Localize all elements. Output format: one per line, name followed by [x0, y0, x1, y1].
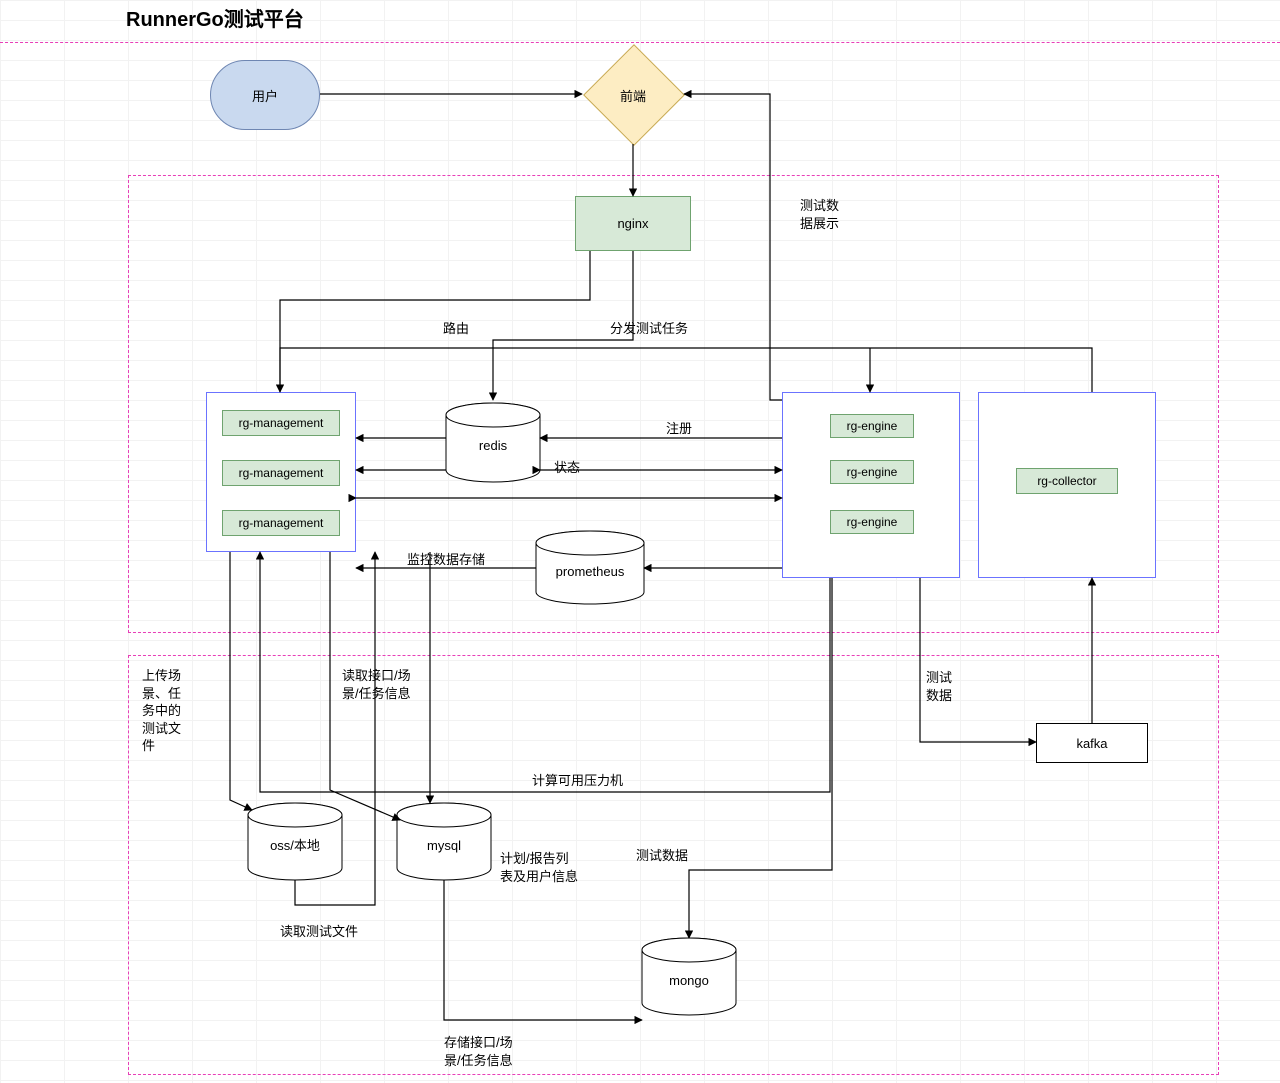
node-nginx-label: nginx [617, 216, 648, 231]
label-upload-files: 上传场 景、任 务中的 测试文 件 [142, 667, 181, 755]
node-kafka: kafka [1036, 723, 1148, 763]
label-test-data-kafka: 测试 数据 [926, 669, 952, 704]
label-dispatch: 分发测试任务 [610, 320, 688, 338]
tag-engine-3: rg-engine [830, 510, 914, 534]
tag-management-3: rg-management [222, 510, 340, 536]
label-read-file: 读取测试文件 [280, 923, 358, 941]
tag-engine-2: rg-engine [830, 460, 914, 484]
label-read-task: 读取接口/场 景/任务信息 [342, 667, 411, 702]
node-kafka-label: kafka [1076, 736, 1107, 751]
top-divider-line [0, 42, 1280, 43]
label-calc-machines: 计算可用压力机 [532, 772, 623, 790]
label-plan-list: 计划/报告列 表及用户信息 [500, 850, 578, 885]
dashed-region-storage [128, 655, 1219, 1075]
label-status: 状态 [554, 459, 580, 477]
tag-engine-1: rg-engine [830, 414, 914, 438]
node-nginx: nginx [575, 196, 691, 251]
page-title: RunnerGo测试平台 [126, 3, 304, 32]
label-register: 注册 [666, 420, 692, 438]
label-test-data-display: 测试数 据展示 [800, 197, 839, 232]
label-monitor-store: 监控数据存储 [407, 551, 485, 569]
label-store-task: 存储接口/场 景/任务信息 [444, 1034, 513, 1069]
node-frontend-label: 前端 [620, 86, 646, 105]
label-route: 路由 [443, 320, 469, 338]
tag-management-2: rg-management [222, 460, 340, 486]
node-user-label: 用户 [252, 86, 278, 105]
label-test-data-mongo: 测试数据 [636, 847, 688, 865]
diagram-canvas: RunnerGo测试平台 用户 前端 nginx rg-management r… [0, 0, 1280, 1083]
node-user: 用户 [210, 60, 320, 130]
tag-management-1: rg-management [222, 410, 340, 436]
tag-collector: rg-collector [1016, 468, 1118, 494]
